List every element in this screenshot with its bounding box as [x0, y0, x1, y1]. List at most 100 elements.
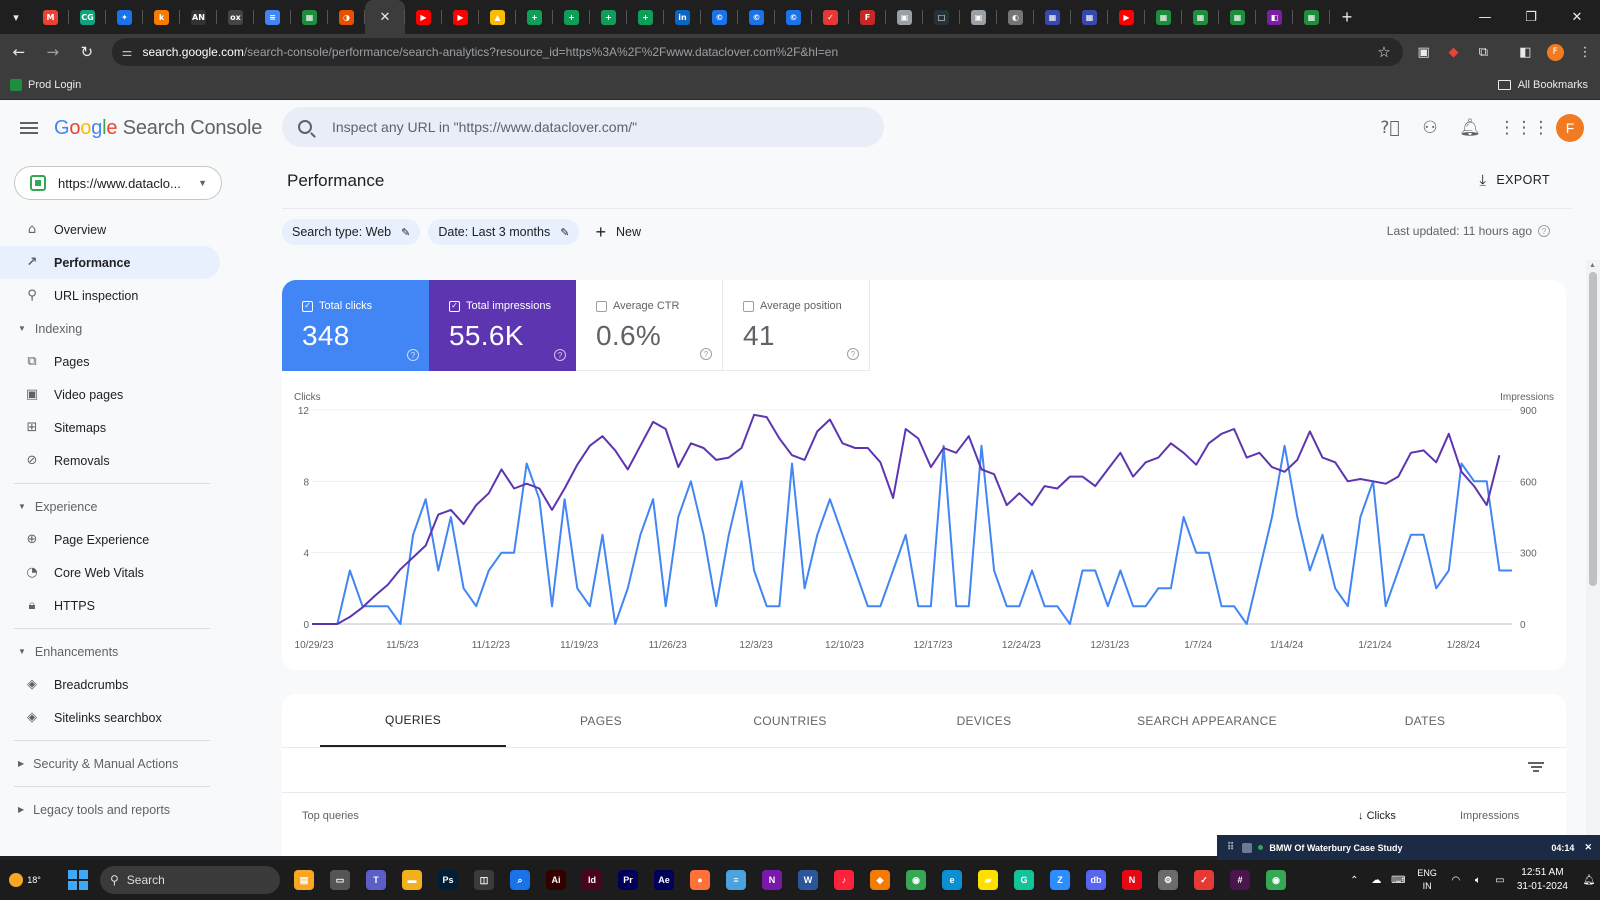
bookmark-star-icon[interactable]: ☆ — [1377, 43, 1391, 61]
start-windows-icon[interactable] — [68, 870, 88, 890]
browser-tab[interactable]: ▶ — [442, 0, 479, 34]
browser-tab[interactable]: + — [590, 0, 627, 34]
weather-widget[interactable]: 18° — [0, 873, 50, 887]
tray-chevron-icon[interactable]: ⌃ — [1350, 874, 1359, 886]
browser-tab[interactable]: □ — [923, 0, 960, 34]
tab-devices[interactable]: DEVICES — [956, 713, 1012, 728]
taskbar-app-button[interactable]: ▤ — [286, 860, 322, 900]
new-filter-button[interactable]: + New — [595, 222, 641, 243]
sidebar-item-sitelinks-searchbox[interactable]: ◈ Sitelinks searchbox — [0, 701, 220, 734]
url-inspect-search-bar[interactable]: Inspect any URL in "https://www.dataclov… — [282, 107, 884, 147]
sidebar-section-indexing[interactable]: ▼ Indexing — [0, 312, 230, 345]
sidebar-section-legacy-tools-and-reports[interactable]: ▶ Legacy tools and reports — [0, 793, 230, 826]
all-bookmarks-button[interactable]: All Bookmarks — [1497, 79, 1588, 91]
taskbar-app-button[interactable]: ● — [682, 860, 718, 900]
taskbar-app-button[interactable]: ▭ — [322, 860, 358, 900]
series-line-impressions[interactable] — [312, 413, 1501, 625]
volume-icon[interactable]: 🔈︎ — [1474, 874, 1481, 886]
browser-tab[interactable]: ▶ — [1108, 0, 1145, 34]
tab-queries[interactable]: QUERIES — [320, 694, 506, 747]
keyboard-icon[interactable]: ⌨ — [1391, 874, 1406, 886]
main-menu-icon[interactable] — [20, 119, 38, 137]
wifi-icon[interactable]: ◠ — [1451, 874, 1461, 886]
stop-recording-icon[interactable] — [1242, 842, 1253, 853]
site-info-icon[interactable]: ⚌ — [121, 45, 133, 59]
extension-icon[interactable]: ◆ — [1448, 44, 1459, 60]
tab-search-appearance[interactable]: SEARCH APPEARANCE — [1137, 713, 1277, 728]
close-icon[interactable]: ✕ — [1584, 842, 1592, 852]
taskbar-app-button[interactable]: ⚙ — [1150, 860, 1186, 900]
taskbar-app-button[interactable]: ⌕ — [502, 860, 538, 900]
metric-average-ctr[interactable]: Average CTR 0.6% ? — [576, 280, 723, 371]
battery-icon[interactable]: ▭ — [1495, 874, 1505, 886]
browser-tab[interactable]: ◐ — [997, 0, 1034, 34]
taskbar-app-button[interactable]: Ps — [430, 860, 466, 900]
side-panel-icon[interactable]: ◧ — [1519, 44, 1532, 60]
column-header-clicks[interactable]: ↓ Clicks — [1358, 810, 1396, 822]
browser-tab[interactable]: © — [775, 0, 812, 34]
tab-search-chevron-icon[interactable]: ▾ — [13, 11, 19, 24]
sidebar-item-page-experience[interactable]: ⊕ Page Experience — [0, 523, 220, 556]
export-button[interactable]: ⤓ EXPORT — [1479, 171, 1550, 189]
page-scrollbar[interactable]: ▲ — [1586, 260, 1600, 856]
sidebar-item-performance[interactable]: ↗ Performance — [0, 246, 220, 279]
taskbar-app-button[interactable]: ▰ — [970, 860, 1006, 900]
search-console-logo[interactable]: Google Search Console — [54, 117, 262, 140]
sidebar-item-core-web-vitals[interactable]: ◔ Core Web Vitals — [0, 556, 220, 589]
tab-countries[interactable]: COUNTRIES — [753, 713, 827, 728]
taskbar-app-button[interactable]: ◫ — [466, 860, 502, 900]
manage-users-icon[interactable]: ⚇ — [1422, 118, 1438, 138]
filter-rows-icon[interactable] — [1528, 760, 1544, 774]
taskbar-app-button[interactable]: ◉ — [898, 860, 934, 900]
taskbar-app-button[interactable]: W — [790, 860, 826, 900]
browser-tab[interactable]: ◧ — [1256, 0, 1293, 34]
metric-average-position[interactable]: Average position 41 ? — [723, 280, 870, 371]
bookmark-prod-login[interactable]: Prod Login — [10, 78, 81, 91]
help-icon[interactable]: ? — [554, 349, 566, 361]
browser-tab[interactable]: ▦ — [291, 0, 328, 34]
new-tab-button[interactable]: + — [1341, 6, 1353, 27]
browser-tab[interactable]: ▣ — [960, 0, 997, 34]
browser-tab[interactable]: ◑ — [328, 0, 365, 34]
checkbox-checked-icon[interactable]: ✓ — [449, 300, 460, 312]
help-icon[interactable]: ? — [1538, 225, 1550, 237]
browser-tab[interactable]: ▲ — [479, 0, 516, 34]
browser-tab[interactable]: ▦ — [1071, 0, 1108, 34]
taskbar-app-button[interactable]: ◆ — [862, 860, 898, 900]
taskbar-app-button[interactable]: ≡ — [718, 860, 754, 900]
checkbox-checked-icon[interactable]: ✓ — [302, 300, 313, 312]
forward-button[interactable]: → — [46, 43, 60, 61]
google-apps-grid-icon[interactable]: ⋮⋮⋮ — [1498, 118, 1550, 138]
sidebar-section-experience[interactable]: ▼ Experience — [0, 490, 230, 523]
sidebar-item-sitemaps[interactable]: ⊞ Sitemaps — [0, 411, 220, 444]
browser-tab[interactable]: F — [849, 0, 886, 34]
close-window-button[interactable]: ✕ — [1571, 9, 1583, 25]
extensions-puzzle-icon[interactable]: ⧉ — [1478, 44, 1489, 60]
back-button[interactable]: ← — [12, 43, 26, 61]
taskbar-clock[interactable]: 12:51 AM 31-01-2024 — [1517, 866, 1568, 894]
browser-tab[interactable]: AN — [180, 0, 217, 34]
minimize-button[interactable]: — — [1478, 9, 1492, 25]
taskbar-app-button[interactable]: Ae — [646, 860, 682, 900]
sidebar-section-enhancements[interactable]: ▼ Enhancements — [0, 635, 230, 668]
help-icon[interactable]: ? — [407, 349, 419, 361]
language-indicator[interactable]: ENG IN — [1417, 867, 1437, 893]
browser-tab[interactable]: ▦ — [1293, 0, 1330, 34]
browser-tab[interactable]: ▣ — [886, 0, 923, 34]
taskbar-app-button[interactable]: Id — [574, 860, 610, 900]
browser-tab[interactable]: © — [701, 0, 738, 34]
browser-tab[interactable]: ▦ — [1219, 0, 1256, 34]
checkbox-unchecked-icon[interactable] — [596, 300, 607, 312]
scroll-up-arrow-icon[interactable]: ▲ — [1589, 262, 1596, 269]
browser-tab[interactable]: + — [627, 0, 664, 34]
help-icon[interactable]: ? — [847, 348, 859, 360]
extension-icon[interactable]: ▣ — [1417, 44, 1430, 60]
close-tab-icon[interactable]: ✕ — [379, 9, 391, 24]
sidebar-item-overview[interactable]: ⌂ Overview — [0, 213, 220, 246]
scrollbar-thumb[interactable] — [1589, 272, 1597, 586]
notifications-bell-icon[interactable]: 🔔︎ — [1582, 874, 1596, 886]
taskbar-app-button[interactable]: db — [1078, 860, 1114, 900]
sidebar-item-video-pages[interactable]: ▣ Video pages — [0, 378, 220, 411]
taskbar-app-button[interactable]: T — [358, 860, 394, 900]
date-range-chip[interactable]: Date: Last 3 months ✎ — [428, 219, 580, 245]
